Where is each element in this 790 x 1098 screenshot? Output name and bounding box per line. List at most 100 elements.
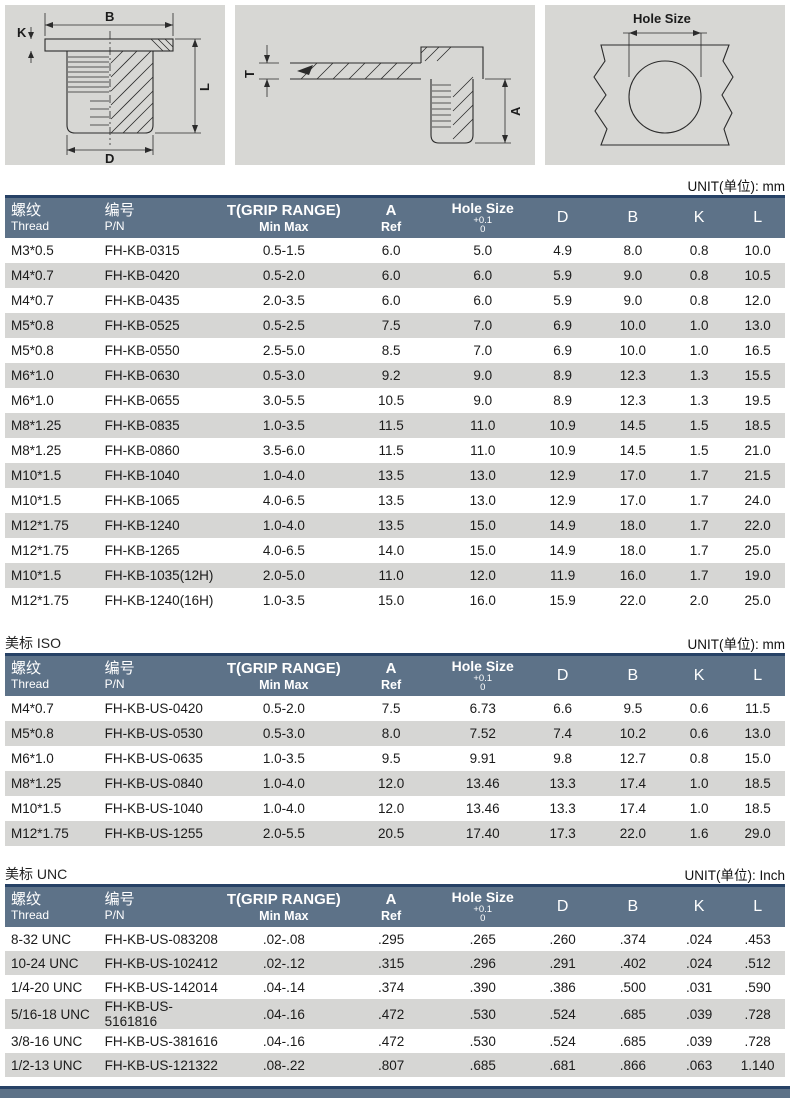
hole-size-cell: 13.46 (437, 771, 528, 796)
pn-cell: FH-KB-0835 (98, 413, 224, 438)
k-cell: 1.7 (667, 538, 731, 563)
k-cell: 0.6 (667, 696, 731, 721)
d-cell: 5.9 (527, 263, 598, 288)
thread-cell: M10*1.5 (5, 463, 99, 488)
l-cell: 15.0 (730, 746, 785, 771)
b-cell: 17.0 (597, 488, 668, 513)
grip-range-cell: .02-.12 (223, 951, 345, 975)
a-ref-cell: 12.0 (344, 771, 438, 796)
hole-size-header: Hole Size +0.1 0 (437, 654, 528, 696)
a-ref-cell: .472 (344, 999, 438, 1029)
pn-cell: FH-KB-US-142014 (98, 975, 224, 999)
rivet-nut-front-section-diagram: B K (17, 9, 212, 165)
hole-size-cell: 6.0 (437, 263, 528, 288)
dim-label-t: T (242, 70, 257, 78)
b-cell: .685 (597, 1029, 668, 1053)
grip-range-cell: 0.5-2.0 (223, 263, 345, 288)
d-header: D (527, 196, 598, 238)
table-row: M6*1.0 FH-KB-0655 3.0-5.5 10.5 9.0 8.9 12.3 1.3… (5, 388, 785, 413)
k-cell: .031 (667, 975, 731, 999)
d-cell: 17.3 (527, 821, 598, 846)
dim-label-a: A (508, 106, 523, 116)
hole-size-cell: 12.0 (437, 563, 528, 588)
k-cell: 1.7 (667, 563, 731, 588)
d-cell: 10.9 (527, 438, 598, 463)
b-header: B (597, 885, 668, 927)
hole-size-cell: 7.52 (437, 721, 528, 746)
hole-size-header: Hole Size +0.1 0 (437, 196, 528, 238)
hole-size-cell: 5.0 (437, 238, 528, 263)
thread-cell: M5*0.8 (5, 313, 99, 338)
k-header: K (667, 654, 731, 696)
spec-table: 螺纹 Thread 编号 P/N T(GRIP RANGE) Min Max A Ref Hol… (5, 653, 785, 846)
hole-size-header: Hole Size +0.1 0 (437, 885, 528, 927)
grip-range-cell: 1.0-3.5 (223, 746, 345, 771)
grip-range-cell: .08-.22 (223, 1053, 345, 1077)
pn-cell: FH-KB-0655 (98, 388, 224, 413)
grip-range-cell: 4.0-6.5 (223, 488, 345, 513)
a-ref-cell: 13.5 (344, 488, 438, 513)
thread-header: 螺纹 Thread (5, 196, 99, 238)
a-ref-cell: .807 (344, 1053, 438, 1077)
b-cell: 12.3 (597, 363, 668, 388)
table-row: 1/4-20 UNC FH-KB-US-142014.04-.14.374.390… (5, 975, 785, 999)
table-row: M4*0.7 FH-KB-US-0420 0.5-2.0 7.5 6.73 6.6 9.5 0… (5, 696, 785, 721)
thread-cell: M10*1.5 (5, 796, 99, 821)
d-header: D (527, 885, 598, 927)
table-row: M10*1.5 FH-KB-1065 4.0-6.5 13.5 13.0 12.9 17.0… (5, 488, 785, 513)
b-cell: .866 (597, 1053, 668, 1077)
d-cell: 6.6 (527, 696, 598, 721)
table-row: M5*0.8 FH-KB-US-0530 0.5-3.0 8.0 7.52 7.4 10.2… (5, 721, 785, 746)
grip-range-cell: 1.0-3.5 (223, 413, 345, 438)
thread-cell: M12*1.75 (5, 513, 99, 538)
pn-cell: FH-KB-1040 (98, 463, 224, 488)
a-ref-cell: 11.5 (344, 438, 438, 463)
dim-label-d: D (105, 151, 114, 165)
hole-size-cell: 9.91 (437, 746, 528, 771)
d-cell: 15.9 (527, 588, 598, 613)
k-cell: .024 (667, 927, 731, 951)
grip-range-cell: 1.0-4.0 (223, 513, 345, 538)
l-cell: 24.0 (730, 488, 785, 513)
a-ref-cell: 6.0 (344, 288, 438, 313)
pn-cell: FH-KB-0315 (98, 238, 224, 263)
a-ref-cell: 7.5 (344, 313, 438, 338)
k-cell: 1.5 (667, 413, 731, 438)
dim-label-l: L (197, 83, 212, 91)
hole-size-cell: 6.73 (437, 696, 528, 721)
b-cell: 10.0 (597, 313, 668, 338)
rivet-nut-installed-diagram: T (242, 45, 523, 144)
k-cell: 1.7 (667, 488, 731, 513)
grip-range-cell: 2.0-3.5 (223, 288, 345, 313)
d-cell: 11.9 (527, 563, 598, 588)
grip-range-cell: .02-.08 (223, 927, 345, 951)
thread-cell: M6*1.0 (5, 363, 99, 388)
b-header: B (597, 654, 668, 696)
grip-range-cell: 2.0-5.0 (223, 563, 345, 588)
l-cell: 1.140 (730, 1053, 785, 1077)
grip-range-cell: 3.0-5.5 (223, 388, 345, 413)
section-label-unc: 美标 UNC (5, 866, 68, 882)
table-row: M10*1.5 FH-KB-US-1040 1.0-4.0 12.0 13.46 13.3… (5, 796, 785, 821)
l-header: L (730, 885, 785, 927)
b-cell: 9.0 (597, 263, 668, 288)
hole-size-cell: 7.0 (437, 313, 528, 338)
b-cell: 12.3 (597, 388, 668, 413)
hole-size-cell: 16.0 (437, 588, 528, 613)
d-cell: 13.3 (527, 796, 598, 821)
b-cell: 17.4 (597, 771, 668, 796)
a-ref-cell: .295 (344, 927, 438, 951)
unit-label-iso: UNIT(单位): mm (687, 637, 785, 652)
k-cell: 0.8 (667, 746, 731, 771)
l-cell: .512 (730, 951, 785, 975)
d-cell: 14.9 (527, 538, 598, 563)
l-cell: 25.0 (730, 538, 785, 563)
a-ref-cell: 14.0 (344, 538, 438, 563)
grip-range-cell: 0.5-1.5 (223, 238, 345, 263)
grip-range-cell: 1.0-4.0 (223, 771, 345, 796)
thread-header: 螺纹 Thread (5, 654, 99, 696)
l-cell: 29.0 (730, 821, 785, 846)
spec-table: 螺纹 Thread 编号 P/N T(GRIP RANGE) Min Max A Ref Hol… (5, 884, 785, 1077)
b-cell: 22.0 (597, 588, 668, 613)
k-cell: .039 (667, 999, 731, 1029)
